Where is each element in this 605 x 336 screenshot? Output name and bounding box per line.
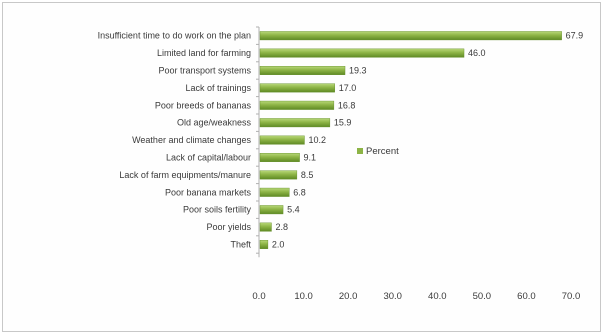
x-tick-label-0: 0.0	[252, 291, 265, 302]
value-label-10: 5.4	[287, 205, 300, 215]
bar-8	[259, 170, 298, 180]
x-axis-ticks: 0.0 10.0 20.0 30.0 40.0 50.0 60.0 70.0	[252, 291, 580, 302]
category-label-0: Insufficient time to do work on the plan	[98, 31, 251, 41]
bar-2	[259, 66, 346, 75]
x-tick-label-7: 70.0	[562, 291, 581, 302]
chart-axes	[256, 26, 260, 258]
category-label-1: Limited land for farming	[157, 48, 251, 58]
value-label-2: 19.3	[349, 66, 367, 76]
value-label-4: 16.8	[338, 100, 356, 110]
value-label-6: 10.2	[308, 135, 326, 145]
x-tick-label-3: 30.0	[383, 291, 402, 302]
bar-9	[259, 187, 290, 197]
value-label-0: 67.9	[566, 31, 584, 41]
category-label-8: Lack of farm equipments/manure	[119, 170, 251, 180]
legend-label-percent: Percent	[366, 146, 399, 157]
legend-swatch-percent	[357, 148, 363, 154]
category-label-10: Poor soils fertility	[183, 205, 252, 215]
value-label-3: 17.0	[339, 83, 357, 93]
chart-legend: Percent	[357, 146, 399, 157]
bar-12	[259, 240, 269, 249]
category-label-6: Weather and climate changes	[132, 135, 251, 145]
bar-1	[259, 48, 465, 58]
bar-11	[259, 222, 272, 232]
category-label-3: Lack of trainings	[185, 83, 251, 93]
bar-10	[259, 205, 284, 215]
category-label-12: Theft	[230, 240, 251, 250]
value-labels: 67.9 46.0 19.3 17.0 16.8 15.9 10.2 9.1 8.5 6.8 5.4…	[272, 31, 583, 250]
value-label-11: 2.8	[275, 222, 288, 232]
x-tick-label-4: 40.0	[428, 291, 447, 302]
category-label-11: Poor yields	[206, 222, 251, 232]
category-label-4: Poor breeds of bananas	[155, 100, 252, 110]
category-label-2: Poor transport systems	[158, 66, 251, 76]
category-label-5: Old age/weakness	[177, 118, 252, 128]
bar-6	[259, 135, 305, 145]
value-label-12: 2.0	[272, 240, 285, 250]
bar-7	[259, 153, 300, 162]
value-label-7: 9.1	[304, 153, 317, 163]
value-label-8: 8.5	[301, 170, 314, 180]
value-label-9: 6.8	[293, 187, 306, 197]
category-labels: Insufficient time to do work on the plan…	[98, 31, 252, 250]
bar-4	[259, 100, 335, 110]
bar-chart: Insufficient time to do work on the plan…	[98, 26, 583, 302]
x-tick-label-6: 60.0	[517, 291, 536, 302]
value-label-1: 46.0	[468, 48, 486, 58]
bar-5	[259, 118, 331, 128]
value-label-5: 15.9	[334, 118, 352, 128]
bar-0	[259, 31, 562, 41]
chart-frame: Insufficient time to do work on the plan…	[2, 2, 601, 332]
category-label-9: Poor banana markets	[165, 187, 252, 197]
x-tick-label-2: 20.0	[339, 291, 358, 302]
category-label-7: Lack of capital/labour	[166, 153, 251, 163]
x-tick-label-1: 10.0	[294, 291, 313, 302]
bar-3	[259, 83, 335, 93]
x-tick-label-5: 50.0	[473, 291, 492, 302]
bar-series-percent	[259, 31, 562, 249]
